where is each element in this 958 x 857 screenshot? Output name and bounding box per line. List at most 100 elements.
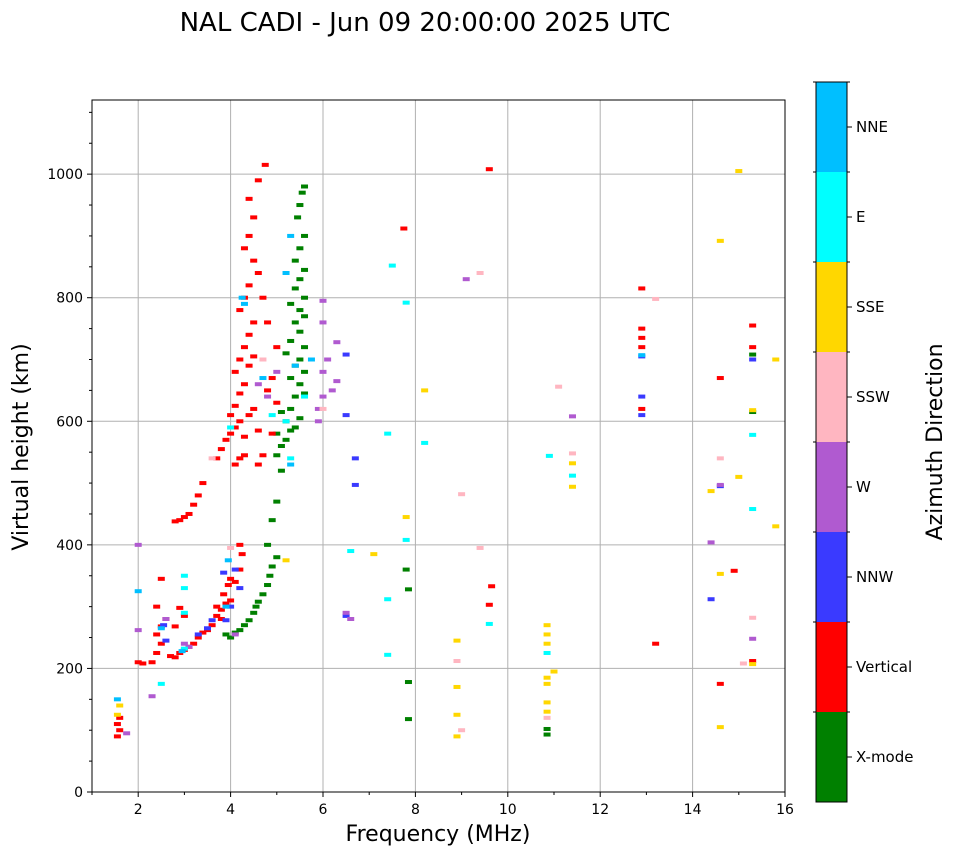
data-point-vertical (153, 604, 161, 609)
data-point-vertical (250, 320, 258, 325)
data-point-w (707, 540, 715, 545)
plot-background (92, 100, 785, 792)
data-point-vertical (730, 568, 738, 573)
data-point-e (384, 652, 392, 657)
data-point-x-mode (749, 352, 757, 357)
x-tick-label: 2 (134, 802, 143, 818)
data-point-ssw (208, 456, 216, 461)
data-point-nnw (194, 632, 202, 637)
data-point-nnw (231, 567, 239, 572)
data-point-ssw (749, 615, 757, 620)
data-point-x-mode (301, 391, 309, 396)
data-point-w (264, 394, 272, 399)
data-point-x-mode (273, 431, 281, 436)
data-point-sse (749, 662, 757, 667)
data-point-w (324, 357, 332, 362)
data-point-x-mode (296, 308, 304, 313)
data-point-w (254, 382, 262, 387)
data-point-vertical (254, 428, 262, 433)
data-points (113, 162, 780, 739)
data-point-x-mode (277, 410, 285, 415)
data-point-vertical (113, 734, 121, 739)
data-point-e (402, 300, 410, 305)
data-point-w (347, 617, 355, 621)
colorbar-frame (815, 81, 848, 803)
data-point-vertical (400, 226, 408, 231)
data-point-sse (543, 700, 551, 705)
data-point-vertical (176, 518, 184, 523)
data-point-w (328, 388, 336, 393)
data-point-x-mode (287, 338, 295, 343)
data-point-ssw (458, 492, 466, 497)
data-point-vertical (185, 511, 193, 516)
data-point-e (180, 573, 188, 578)
colorbar-label: NNW (856, 568, 893, 586)
data-point-e (485, 621, 493, 626)
data-point-nne (134, 589, 142, 594)
data-point-x-mode (282, 351, 290, 356)
data-point-e (749, 432, 757, 437)
data-point-ssw (652, 296, 660, 301)
data-point-vertical (638, 335, 646, 340)
data-point-ssw (555, 384, 563, 389)
colorbar-label: X-mode (856, 748, 913, 766)
data-point-nne (287, 233, 295, 238)
data-point-x-mode (402, 567, 410, 572)
data-point-vertical (638, 406, 646, 411)
data-point-nne (238, 295, 246, 300)
data-point-vertical (171, 655, 179, 660)
data-point-vertical (261, 162, 269, 167)
data-point-vertical (236, 542, 244, 547)
data-point-x-mode (273, 555, 281, 560)
data-point-e (282, 419, 290, 424)
data-point-vertical (194, 493, 202, 498)
data-point-nne (222, 604, 230, 609)
data-point-vertical (180, 613, 188, 618)
colorbar-label: NNE (856, 118, 888, 136)
plot-area (92, 100, 785, 792)
data-point-nnw (638, 394, 646, 399)
data-point-vertical (213, 613, 221, 618)
data-point-vertical (153, 632, 161, 637)
data-point-sse (568, 461, 576, 466)
data-point-vertical (167, 654, 175, 659)
data-point-vertical (236, 567, 244, 572)
data-point-x-mode (296, 203, 304, 208)
data-point-x-mode (259, 592, 267, 597)
data-point-x-mode (266, 573, 274, 578)
data-point-vertical (245, 413, 253, 418)
colorbar-segment (816, 712, 847, 802)
data-point-e (347, 549, 355, 554)
data-point-ssw (453, 659, 461, 664)
data-point-sse (772, 524, 780, 529)
data-point-ssw (476, 545, 484, 550)
x-axis-label: Frequency (MHz) (346, 822, 531, 847)
data-point-x-mode (287, 376, 295, 381)
data-point-x-mode (296, 357, 304, 362)
data-point-nne (178, 649, 186, 654)
data-point-x-mode (291, 320, 299, 325)
data-point-w (314, 406, 322, 411)
data-point-vertical (254, 271, 262, 275)
data-point-x-mode (291, 286, 299, 291)
data-point-sse (370, 552, 378, 557)
data-point-w (319, 298, 327, 303)
data-point-sse (453, 638, 461, 643)
data-point-vertical (250, 258, 258, 263)
data-point-sse (749, 408, 757, 413)
data-point-x-mode (245, 618, 253, 623)
data-point-vertical (716, 376, 724, 381)
x-tick-label: 6 (319, 802, 328, 818)
data-point-vertical (236, 456, 244, 461)
data-point-e (384, 597, 392, 602)
data-point-vertical (749, 659, 757, 664)
x-tick-label: 8 (411, 802, 420, 818)
data-point-ssw (259, 357, 267, 362)
data-point-sse (113, 712, 121, 717)
data-point-vertical (222, 437, 230, 442)
data-point-vertical (134, 660, 142, 665)
data-point-x-mode (287, 428, 295, 433)
data-point-vertical (638, 326, 646, 331)
data-point-sse (707, 489, 715, 494)
